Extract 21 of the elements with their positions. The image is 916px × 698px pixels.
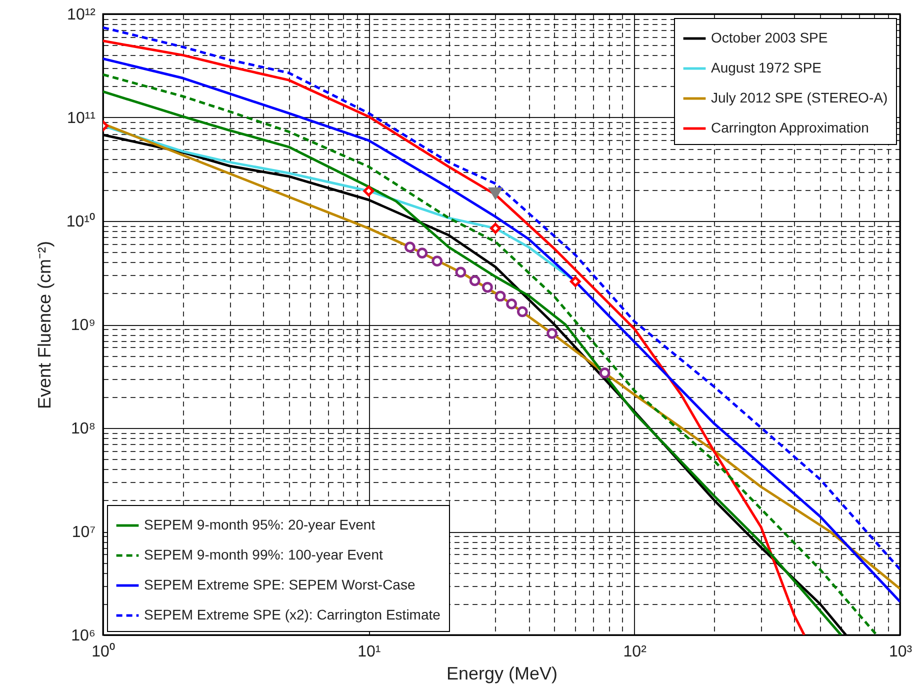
y-tick-label: 10⁹ — [70, 317, 96, 334]
legend-label: SEPEM Extreme SPE: SEPEM Worst-Case — [144, 576, 416, 592]
y-tick-label: 10⁶ — [71, 628, 96, 644]
legend-label: July 2012 SPE (STEREO-A) — [711, 90, 888, 106]
x-tick-label: 10² — [623, 644, 648, 660]
y-tick-label: 10¹¹ — [67, 110, 96, 127]
legend-label: Carrington Approximation — [711, 120, 869, 136]
legend-label: August 1972 SPE — [711, 60, 822, 76]
y-tick-label: 10¹² — [67, 6, 96, 24]
x-tick-label: 10¹ — [358, 644, 381, 660]
y-tick-label: 10⁸ — [70, 420, 96, 438]
legend-label: SEPEM 9-month 95%: 20-year Event — [144, 516, 376, 532]
y-tick-label: 10⁷ — [72, 524, 96, 541]
legend-label: October 2003 SPE — [711, 30, 828, 46]
y-axis-title: Event Fluence (cm⁻²) — [34, 240, 54, 410]
x-axis-title: Energy (MeV) — [446, 664, 558, 684]
x-tick-label: 10⁰ — [92, 642, 116, 660]
x-tick-label: 10³ — [888, 644, 913, 660]
legend-label: SEPEM 9-month 99%: 100-year Event — [144, 546, 384, 562]
y-tick-label: 10¹⁰ — [66, 212, 96, 230]
legend-label: SEPEM Extreme SPE (x2): Carrington Estimate — [144, 606, 441, 622]
